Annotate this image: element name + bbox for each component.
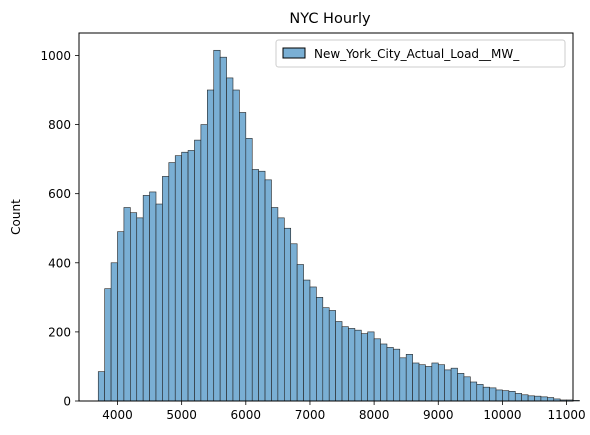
histogram-bar (476, 384, 484, 402)
y-tick-label: 600 (48, 187, 71, 201)
y-tick-label: 800 (48, 118, 71, 132)
histogram-bar (322, 307, 330, 402)
x-tick-label: 6000 (231, 408, 262, 422)
histogram-bar (405, 354, 413, 402)
histogram-bar (470, 381, 478, 402)
y-tick-label: 400 (48, 256, 71, 270)
histogram-bar (104, 288, 112, 402)
histogram-bar (174, 155, 182, 402)
histogram-bar (271, 207, 279, 402)
histogram-bar (309, 286, 317, 402)
histogram-bar (514, 393, 522, 402)
histogram-bar (489, 387, 497, 402)
histogram-bar (482, 386, 490, 402)
histogram-bar (187, 150, 195, 402)
histogram-bar (412, 362, 420, 402)
histogram-bar (328, 310, 336, 402)
histogram-bar (534, 395, 542, 402)
histogram-bar (245, 138, 253, 402)
histogram-bar (437, 364, 445, 402)
histogram-bar (239, 112, 247, 402)
histogram-bar (521, 394, 529, 402)
x-tick-label: 9000 (423, 408, 454, 422)
x-tick-label: 10000 (483, 408, 521, 422)
x-tick-label: 8000 (359, 408, 390, 422)
histogram-bar (527, 395, 535, 402)
x-tick-label: 11000 (547, 408, 585, 422)
plot-frame (78, 32, 574, 402)
legend-box (275, 39, 566, 68)
histogram-bar (296, 264, 304, 402)
histogram-bar (207, 89, 215, 402)
histogram-bar (219, 56, 227, 402)
histogram-bar (162, 176, 170, 402)
legend-label: New_York_City_Actual_Load__MW_ (314, 47, 520, 61)
histogram-bar (168, 162, 176, 402)
y-tick-label: 200 (48, 325, 71, 339)
histogram-bar (444, 369, 452, 402)
histogram-bar (399, 357, 407, 402)
histogram-bar (373, 338, 381, 402)
histogram-bar (303, 279, 311, 402)
legend: New_York_City_Actual_Load__MW_ (275, 39, 566, 68)
histogram-bar (200, 124, 208, 402)
histogram-bar (386, 347, 394, 402)
histogram-bar (142, 195, 150, 402)
histogram-bar (418, 364, 426, 402)
bars-group (97, 49, 580, 402)
histogram-bar (226, 77, 234, 402)
y-tick-label: 0 (63, 395, 71, 409)
histogram-bar (117, 231, 125, 402)
histogram-bar (354, 329, 362, 402)
histogram-bar (232, 89, 240, 402)
histogram-bar (540, 396, 548, 402)
histogram-bar (335, 321, 343, 402)
histogram-bar (181, 151, 189, 402)
histogram-bar (341, 326, 349, 402)
y-axis-label: Count (9, 199, 23, 235)
histogram-bar (508, 391, 516, 402)
histogram-bar (425, 366, 433, 402)
x-axis-ticks: 4000 5000 6000 7000 8000 9000 10000 11000 (102, 401, 586, 422)
x-tick-label: 4000 (102, 408, 133, 422)
histogram-bar (348, 328, 356, 402)
histogram-bar (380, 343, 388, 402)
x-tick-label: 5000 (166, 408, 197, 422)
histogram-bar (463, 376, 471, 402)
y-axis-ticks: 0 200 400 600 800 1000 (40, 49, 79, 409)
histogram-bar (264, 179, 272, 402)
histogram-bar (290, 243, 298, 402)
histogram-bar (130, 212, 138, 402)
histogram-bar (572, 400, 580, 402)
histogram-bar (450, 367, 458, 402)
histogram-bar (431, 362, 439, 402)
y-tick-label: 1000 (40, 49, 71, 63)
histogram-bar (136, 217, 144, 402)
histogram-bar (502, 390, 510, 402)
histogram-bar (367, 331, 375, 402)
histogram-bar (213, 49, 221, 402)
histogram-bar (457, 373, 465, 402)
x-tick-label: 7000 (295, 408, 326, 422)
histogram-bar (110, 262, 118, 402)
histogram-bar (277, 217, 285, 402)
histogram-bar (194, 139, 202, 402)
histogram-bar (123, 207, 131, 402)
chart-title: NYC Hourly (289, 11, 371, 27)
histogram-bar (155, 203, 163, 402)
histogram-bar (97, 371, 105, 402)
histogram-bar (283, 227, 292, 402)
histogram-bar (495, 389, 503, 402)
histogram-bar (316, 297, 324, 402)
histogram-bar (360, 333, 369, 402)
histogram-bar (251, 169, 259, 402)
histogram-bar (258, 170, 266, 402)
histogram-bar (547, 397, 555, 402)
histogram-bar (149, 191, 157, 402)
histogram-bar (393, 348, 401, 402)
legend-swatch (282, 47, 306, 59)
